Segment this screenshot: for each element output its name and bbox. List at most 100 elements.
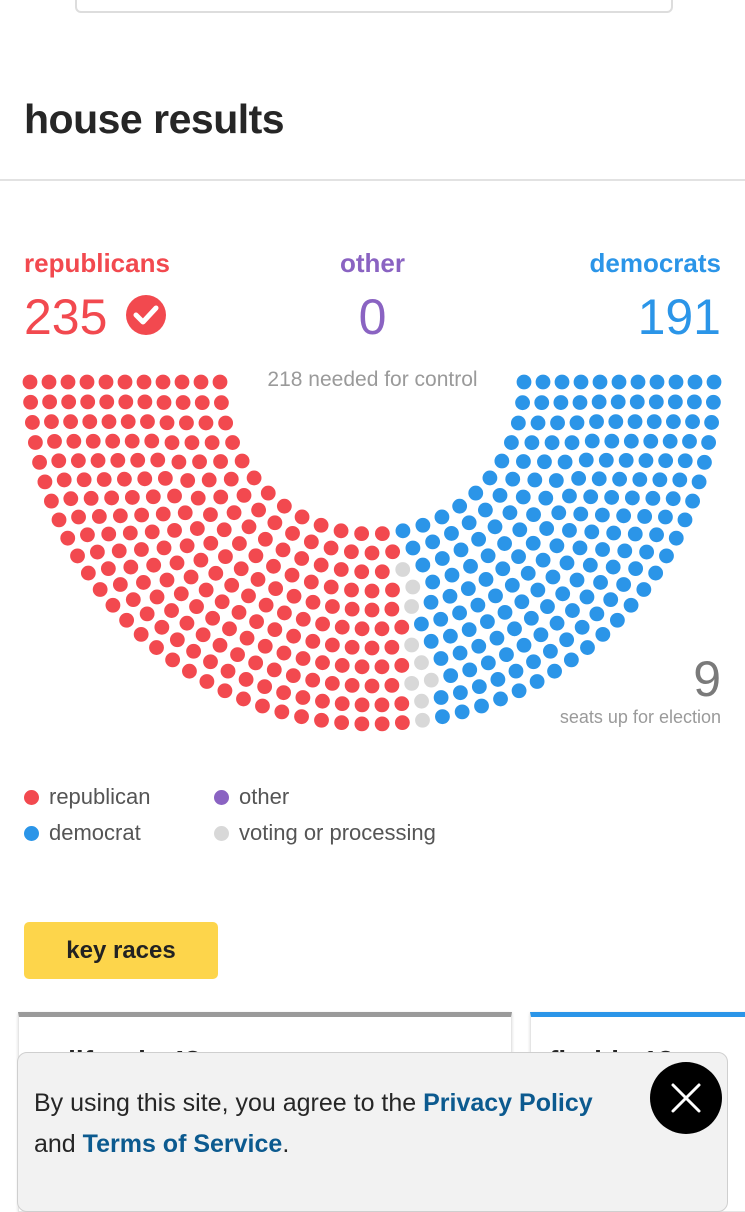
seat-dot [480, 655, 496, 671]
seat-dot [404, 599, 419, 614]
seat-dot [645, 490, 661, 506]
seat-dot [231, 604, 247, 620]
seat-dot [323, 540, 339, 556]
seat-dot [545, 569, 561, 585]
seat-dot [177, 505, 193, 521]
seat-dot [574, 619, 590, 635]
seat-dot [468, 485, 484, 501]
seat-dot [286, 588, 302, 604]
seat-dot [511, 549, 526, 565]
banner-text: By using this site, you agree to the Pri… [34, 1083, 594, 1165]
pending-seats: 9 [693, 651, 721, 707]
seat-dot [204, 435, 220, 451]
seat-dot [494, 453, 510, 469]
seat-dot [285, 526, 300, 541]
seat-dot [314, 712, 329, 728]
seat-dot [80, 565, 96, 581]
seat-dot [637, 509, 653, 524]
seat-dot [395, 562, 411, 577]
seat-dot [405, 579, 421, 595]
seat-dot [685, 493, 700, 509]
seat-dot [616, 508, 632, 524]
seat-dot [266, 662, 282, 678]
seat-dot [374, 659, 390, 675]
seat-dot [224, 577, 240, 593]
seat-dot [354, 659, 370, 675]
seat-dot [414, 693, 429, 709]
seat-dot [60, 374, 76, 390]
seat-dot [526, 507, 541, 522]
seat-dot [571, 470, 587, 486]
seat-dot [85, 433, 101, 449]
seat-dot [364, 545, 380, 561]
seat-dot [535, 552, 551, 568]
seat-dot [606, 525, 622, 541]
seat-dot [534, 395, 550, 411]
seat-dot [80, 527, 95, 543]
seat-dot [239, 630, 255, 646]
seat-dot [554, 374, 570, 390]
seat-dot [119, 612, 135, 628]
privacy-link[interactable]: Privacy Policy [423, 1089, 593, 1117]
seat-dot [96, 472, 112, 487]
seat-dot [605, 559, 621, 575]
seat-dot [354, 564, 370, 580]
seat-dot [277, 605, 292, 621]
seat-dot [584, 524, 600, 540]
seat-dot [639, 544, 655, 560]
divider [0, 179, 745, 181]
seat-dot [323, 579, 339, 595]
seat-dot [629, 394, 645, 410]
seat-dot [294, 709, 309, 725]
seat-dot [471, 638, 487, 654]
seat-dot [598, 452, 614, 468]
seat-dot [42, 394, 58, 410]
seat-dot [315, 616, 330, 632]
seat-dot [295, 611, 311, 627]
seat-dot [250, 572, 266, 587]
seat-dot [267, 515, 283, 531]
seat-dot [658, 453, 674, 469]
seat-dot [169, 555, 185, 571]
seat-dot [364, 583, 380, 599]
seat-dot [582, 557, 598, 573]
seat-dot [691, 474, 707, 490]
close-button[interactable] [649, 1061, 723, 1135]
text: By using this site, you agree to the [34, 1089, 424, 1117]
seat-dot [193, 552, 209, 568]
seat-dot [652, 472, 668, 488]
seat-dot [374, 697, 390, 713]
seat-dot [515, 395, 530, 411]
seat-dot [529, 674, 545, 689]
key-races-button[interactable]: key races [24, 922, 218, 979]
seat-dot [145, 489, 161, 505]
seat-dot [516, 637, 532, 653]
seat-dot [511, 683, 527, 699]
seat-dot [157, 470, 173, 486]
seat-dot [305, 633, 321, 649]
seat-dot [514, 594, 530, 610]
seat-dot [461, 622, 477, 638]
seat-dot [159, 572, 175, 588]
terms-link[interactable]: Terms of Service [82, 1130, 283, 1158]
seat-dot [535, 374, 551, 390]
seat-dot [295, 651, 311, 666]
seat-dot [91, 509, 107, 524]
seat-dot [274, 704, 290, 720]
seat-dot [241, 588, 256, 604]
seat-dot [672, 472, 688, 488]
seat-dot [100, 561, 116, 577]
seat-dot [530, 415, 546, 431]
seat-dot [516, 454, 531, 469]
seat-dot [133, 626, 149, 642]
seat-dot [460, 581, 476, 597]
search-box[interactable] [75, 0, 673, 13]
seat-dot [544, 435, 560, 451]
seat-dot [63, 491, 79, 507]
seat-dot [706, 374, 722, 390]
seat-dot [648, 565, 664, 581]
seat-dot [611, 374, 627, 390]
seat-dot [495, 561, 511, 577]
seat-dot [569, 415, 585, 431]
seat-dot [175, 395, 191, 410]
